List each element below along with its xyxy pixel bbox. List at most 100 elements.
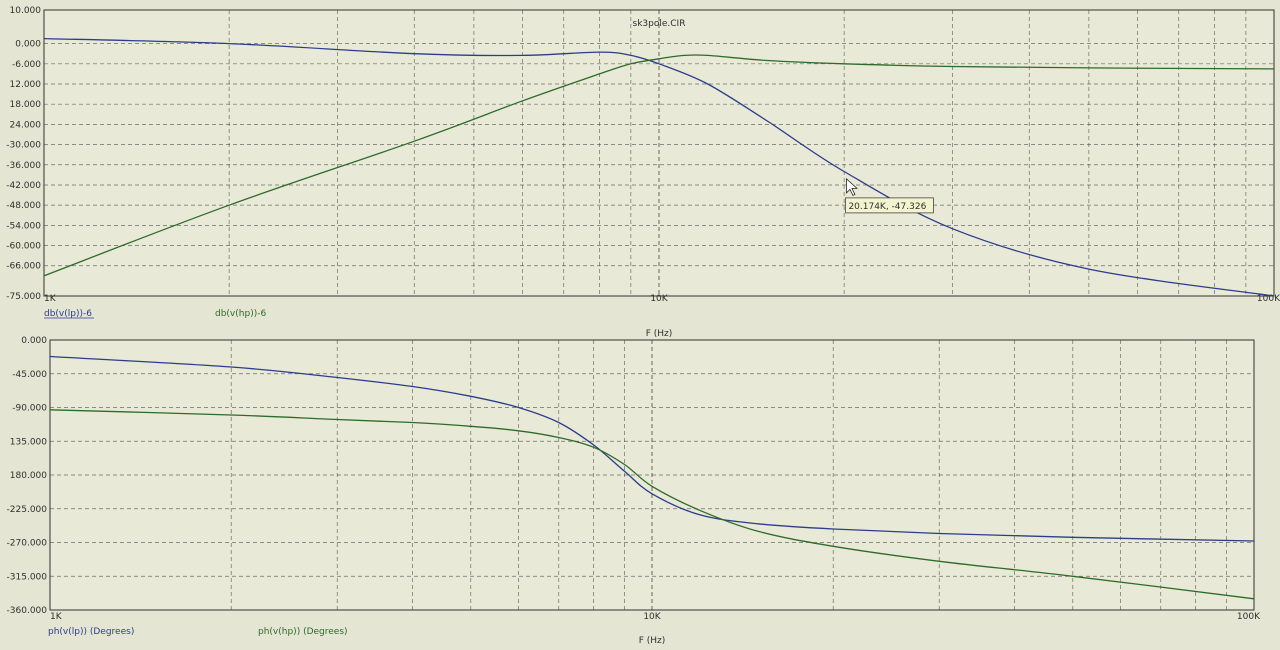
plot2-series-1-point xyxy=(517,406,519,408)
plot1-series-line-1 xyxy=(43,37,1275,297)
plot1-y-tick-label: 24.000 xyxy=(10,120,42,130)
plot1-series-1-point xyxy=(766,120,768,122)
plot1-y-tick-label: -30.000 xyxy=(6,141,41,151)
plot1-y-tick-label: 10.000 xyxy=(10,6,42,16)
plot2-series-1-point xyxy=(1253,540,1255,542)
plot2-series-1-point xyxy=(938,532,940,534)
plot1-x-tick-label: 10K xyxy=(650,294,668,304)
plot1-series-1-point xyxy=(521,54,523,56)
plot2-series-1-point xyxy=(411,385,413,387)
plot1-series-1-point xyxy=(630,54,632,56)
plot2-series-1-point xyxy=(651,493,653,495)
plot2-y-tick-label: -45.000 xyxy=(12,370,47,380)
plot2-y-tick-label: -360.000 xyxy=(7,606,48,616)
plot2-series-1-point xyxy=(230,366,232,368)
plot2-series-1-point xyxy=(623,470,625,472)
plot1-x-tick-label: 1K xyxy=(44,294,57,304)
plot2-series-line-2 xyxy=(49,409,1255,600)
plot1-y-tick-label: -36.000 xyxy=(6,161,41,171)
plot2-series-1-point xyxy=(49,355,51,357)
plot2-series-2-point xyxy=(470,425,472,427)
plot1-series-1-point xyxy=(43,38,45,40)
plot2-x-axis-title: F (Hz) xyxy=(639,636,666,646)
plot1-series-2-point xyxy=(1273,68,1275,70)
plot1-legend-1: db(v(lp))-6 xyxy=(44,309,92,319)
plot1-y-tick-label: -66.000 xyxy=(6,262,41,272)
plot2-series-2-point xyxy=(517,430,519,432)
plot1-series-1-point xyxy=(951,228,953,230)
plot2-y-tick-label: 180.000 xyxy=(10,471,47,481)
plot1-y-tick-label: 18.000 xyxy=(10,100,42,110)
plot1-series-2-point xyxy=(843,63,845,65)
plot2-series-2-point xyxy=(623,463,625,465)
plot1-series-1-point xyxy=(228,43,230,45)
plot1-x-axis-title: F (Hz) xyxy=(646,329,673,339)
plot1-series-1-point xyxy=(1088,268,1090,270)
plot2-series-2-point xyxy=(558,436,560,438)
plot1-y-tick-label: 0.000 xyxy=(15,40,41,50)
plot1-series-line-2 xyxy=(43,54,1275,277)
plot1-series-2-point xyxy=(658,58,660,60)
cursor-pointer-icon xyxy=(846,177,858,196)
plot2-y-tick-label: -270.000 xyxy=(7,539,48,549)
plot2-x-tick-label: 10K xyxy=(643,612,661,622)
plot2-y-tick-label: -90.000 xyxy=(12,404,47,414)
plot2-series-1-point xyxy=(593,444,595,446)
plot2-y-tick-label: -315.000 xyxy=(7,572,48,582)
plot2-y-tick-label: 135.000 xyxy=(10,437,47,447)
plot2-series-1-point xyxy=(1072,536,1074,538)
plot1-title: sk3pole.CIR xyxy=(633,19,686,29)
plot1-legend-2: db(v(hp))-6 xyxy=(215,309,266,319)
plot1-series-1-point xyxy=(413,53,415,55)
plot2-y-tick-label: -225.000 xyxy=(7,505,48,515)
plot2-legend-2: ph(v(hp)) (Degrees) xyxy=(258,627,348,637)
plot1-y-tick-label: -54.000 xyxy=(6,221,41,231)
plot2-x-tick-label: 1K xyxy=(50,612,63,622)
plot2-series-1-point xyxy=(336,376,338,378)
plot1-series-2-point xyxy=(413,140,415,142)
plot1-series-2-point xyxy=(521,100,523,102)
cursor-readout-box xyxy=(845,197,934,214)
plot1-series-2-point xyxy=(766,59,768,61)
plot1-y-tick-label: -42.000 xyxy=(6,181,41,191)
plot2-series-2-point xyxy=(699,509,701,511)
plot2-x-tick-label: 100K xyxy=(1237,612,1261,622)
plot2-series-2-point xyxy=(757,530,759,532)
plot2-series-2-point xyxy=(1072,575,1074,577)
plot1-x-tick-label: 100K xyxy=(1257,294,1280,304)
plot1-y-tick-label: 12.000 xyxy=(10,80,42,90)
plot1-series-1-point xyxy=(598,51,600,53)
plot2-series-1-point xyxy=(470,395,472,397)
plot2-series-2-point xyxy=(230,414,232,416)
plot2-series-line-1 xyxy=(49,355,1255,542)
plot2-series-2-point xyxy=(593,446,595,448)
plot2-legend-1: ph(v(lp)) (Degrees) xyxy=(48,627,134,637)
cursor-readout-label: 20.174K, -47.326 xyxy=(848,202,926,212)
plot2-series-2-point xyxy=(1253,598,1255,600)
plot1-series-2-point xyxy=(630,63,632,65)
plot1-y-tick-label: -60.000 xyxy=(6,242,41,252)
plot2-series-1-point xyxy=(699,514,701,516)
plot1-series-1-point xyxy=(707,83,709,85)
plot1-y-tick-label: -75.000 xyxy=(6,292,41,302)
plot1-series-2-point xyxy=(598,73,600,75)
plot2-series-2-point xyxy=(938,560,940,562)
plot2-series-2-point xyxy=(832,545,834,547)
plot2-series-2-point xyxy=(411,421,413,423)
plot1-series-2-point xyxy=(951,65,953,67)
plot2-series-2-point xyxy=(336,418,338,420)
plot1-series-1-point xyxy=(1273,295,1275,297)
plot2-y-tick-label: 0.000 xyxy=(21,336,47,346)
plot2-series-1-point xyxy=(757,523,759,525)
plot1-series-2-point xyxy=(683,54,685,56)
plot2-series-2-point xyxy=(651,485,653,487)
plot1-series-2-point xyxy=(228,204,230,206)
plot1-series-2-point xyxy=(1088,67,1090,69)
plot1-y-tick-label: -48.000 xyxy=(6,201,41,211)
plot2-series-1-point xyxy=(558,421,560,423)
plot1-series-2-point xyxy=(43,275,45,277)
plot1-y-tick-label: -6.000 xyxy=(12,60,41,70)
plot1-series-2-point xyxy=(707,54,709,56)
